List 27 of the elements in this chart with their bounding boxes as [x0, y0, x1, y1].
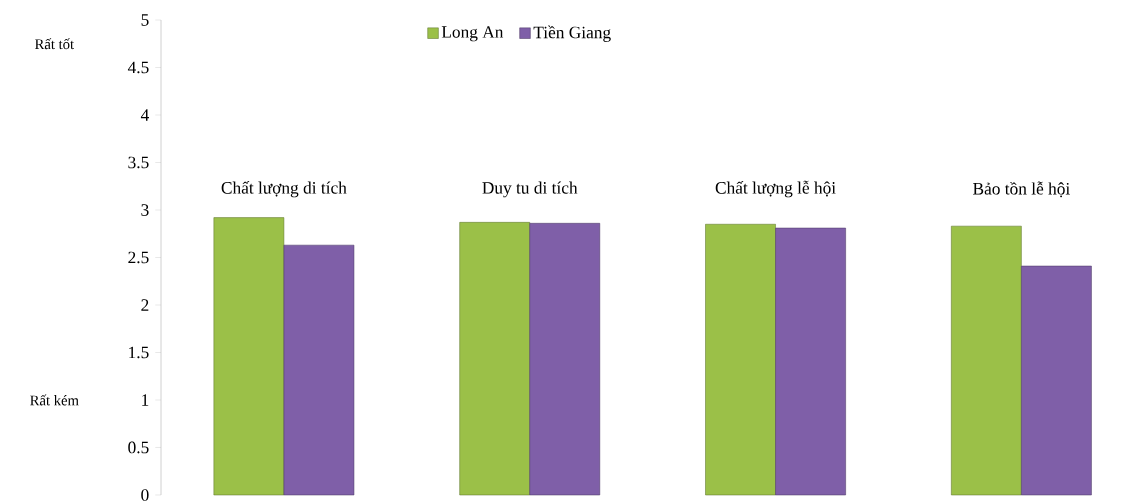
y-tick-label: 4: [140, 109, 150, 121]
bar: [529, 223, 601, 496]
y-tick-label: 0.5: [128, 441, 149, 454]
bar: [459, 222, 531, 496]
x-tick-label: Chất lượng lễ hội: [715, 180, 836, 198]
bar: [775, 227, 846, 496]
y-tick-label: 3.5: [128, 156, 149, 169]
bar: [951, 225, 1022, 496]
bar: [213, 217, 285, 496]
y-tick-label: 3: [141, 204, 149, 216]
text: Rất tốt: [34, 38, 74, 50]
y-tick-label: 1: [142, 394, 149, 406]
bar: [1021, 265, 1092, 496]
y-tick-label: 1.5: [129, 346, 149, 359]
y-tick-label: 0: [141, 489, 149, 501]
x-tick-label: Bảo tồn lễ hội: [973, 181, 1070, 198]
x-tick-label: Chất lượng di tích: [221, 181, 347, 198]
bar: [705, 223, 776, 496]
y-tick-label: 2.5: [128, 251, 149, 264]
legend-label: Long An: [441, 26, 504, 42]
bar: [283, 244, 355, 496]
y-tick-label: 4.5: [127, 61, 149, 74]
y-tick-label: 2: [141, 299, 149, 311]
legend-label: Tiền Giang: [533, 25, 611, 42]
x-tick-label: Duy tu di tích: [482, 181, 578, 198]
y-tick-label: 5: [141, 14, 149, 26]
text: Rất kém: [30, 394, 79, 406]
